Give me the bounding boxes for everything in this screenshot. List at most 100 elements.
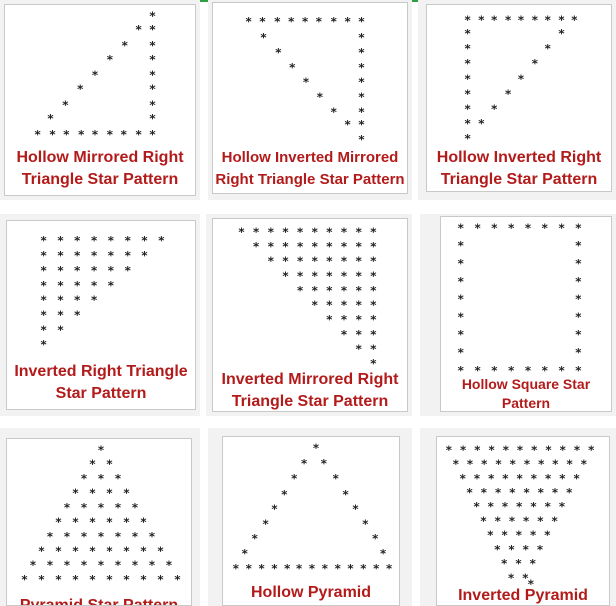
- caption-line: Star Pattern: [55, 385, 147, 402]
- star-glyph: *: [518, 13, 524, 27]
- star-glyph: *: [98, 501, 104, 515]
- star-glyph: *: [157, 544, 163, 558]
- star-glyph: *: [282, 269, 288, 283]
- star-glyph: *: [559, 471, 565, 485]
- star-glyph: *: [505, 13, 511, 27]
- caption-line: Triangle Star Pattern: [440, 171, 598, 188]
- star-glyph: *: [464, 72, 470, 86]
- star-glyph: *: [575, 239, 581, 253]
- star-glyph: *: [326, 239, 332, 253]
- star-glyph: *: [57, 278, 63, 292]
- star-glyph: *: [91, 263, 97, 277]
- star-glyph: *: [502, 500, 508, 514]
- star-glyph: *: [518, 72, 524, 86]
- star-glyph: *: [480, 514, 486, 528]
- star-glyph: *: [246, 561, 252, 575]
- star-glyph: *: [108, 278, 114, 292]
- star-glyph: *: [262, 517, 268, 531]
- star-glyph: *: [77, 82, 83, 96]
- caption-line: Inverted Pyramid: [458, 587, 588, 604]
- star-glyph: *: [317, 90, 323, 104]
- star-glyph: *: [107, 52, 113, 66]
- star-glyph: *: [38, 544, 44, 558]
- star-glyph: *: [132, 558, 138, 572]
- star-glyph: *: [345, 15, 351, 29]
- pattern-card-hollow-pyramid[interactable]: * * * * * * * * * * * * * * * * * * * * * * * * * * * * Hollow Pyra…: [222, 436, 400, 606]
- star-glyph: *: [360, 561, 366, 575]
- star-glyph: *: [149, 68, 155, 82]
- star-glyph: *: [341, 254, 347, 268]
- star-glyph: *: [106, 515, 112, 529]
- star-glyph: *: [115, 558, 121, 572]
- star-glyph: *: [321, 457, 327, 471]
- star-glyph: *: [38, 573, 44, 587]
- star-glyph: *: [149, 128, 155, 142]
- star-glyph: *: [458, 257, 464, 271]
- star-glyph: *: [575, 310, 581, 324]
- star-glyph: *: [313, 441, 319, 455]
- star-glyph: *: [92, 68, 98, 82]
- star-glyph: *: [386, 561, 392, 575]
- pattern-card-hollow-inverted-mirrored-right-triangle[interactable]: * * * * * * * * * * * * * * * * * * * * * * * * Hollow Inverted…: [212, 2, 408, 194]
- star-glyph: *: [302, 15, 308, 29]
- star-glyph: *: [149, 52, 155, 66]
- star-glyph: *: [41, 234, 47, 248]
- star-glyph: *: [149, 112, 155, 126]
- star-glyph: *: [481, 485, 487, 499]
- star-glyph: *: [123, 486, 129, 500]
- star-glyph: *: [274, 15, 280, 29]
- star-glyph: *: [47, 529, 53, 543]
- star-glyph: *: [57, 249, 63, 263]
- star-glyph: *: [464, 41, 470, 55]
- star-glyph: *: [252, 532, 258, 546]
- star-glyph: *: [370, 298, 376, 312]
- star-glyph: *: [537, 514, 543, 528]
- star-glyph: *: [259, 15, 265, 29]
- star-glyph: *: [238, 225, 244, 239]
- star-glyph: *: [140, 544, 146, 558]
- star-glyph: *: [341, 298, 347, 312]
- star-glyph: *: [89, 457, 95, 471]
- star-glyph: *: [446, 443, 452, 457]
- star-glyph: *: [123, 515, 129, 529]
- star-glyph: *: [326, 298, 332, 312]
- star-glyph: *: [312, 254, 318, 268]
- pattern-card-hollow-mirrored-right-triangle[interactable]: * * * * * * * * * * * * * * * * * * * * * * * * Hollow Mirrored…: [4, 4, 196, 196]
- pattern-card-pyramid[interactable]: * * * * * * * * * * * * * * * * * * * * * * * * * * * * * * * * * * * * * * * *…: [6, 438, 192, 606]
- star-glyph: *: [341, 239, 347, 253]
- star-glyph: *: [523, 542, 529, 556]
- caption-line: Hollow Inverted Right: [436, 149, 602, 166]
- star-glyph: *: [271, 561, 277, 575]
- star-glyph: *: [288, 15, 294, 29]
- star-glyph: *: [558, 221, 564, 235]
- star-glyph: *: [532, 13, 538, 27]
- star-glyph: *: [132, 529, 138, 543]
- star-glyph: *: [297, 269, 303, 283]
- pattern-card-inverted-mirrored-right-triangle[interactable]: * * * * * * * * * * * * * * * * * * * * * * * * * * * * * * * * * * * * * * * *…: [212, 218, 408, 412]
- star-glyph: *: [502, 471, 508, 485]
- star-glyph: *: [41, 249, 47, 263]
- star-glyph: *: [108, 263, 114, 277]
- star-glyph: *: [516, 500, 522, 514]
- star-glyph: *: [474, 443, 480, 457]
- star-glyph: *: [301, 457, 307, 471]
- star-glyph: *: [356, 342, 362, 356]
- star-glyph: *: [467, 485, 473, 499]
- star-glyph: *: [63, 128, 69, 142]
- star-glyph: *: [491, 13, 497, 27]
- star-glyph: *: [89, 544, 95, 558]
- star-glyph: *: [121, 128, 127, 142]
- star-glyph: *: [575, 328, 581, 342]
- pattern-card-hollow-inverted-right-triangle[interactable]: * * * * * * * * * * * * * * * * * * * * * * * * Hollow Inverted…: [426, 4, 612, 192]
- star-glyph: *: [474, 471, 480, 485]
- pattern-card-inverted-pyramid[interactable]: * * * * * * * * * * * * * * * * * * * * * * * * * * * * * * * * * * * * * * * *…: [436, 436, 610, 606]
- star-glyph: *: [233, 561, 239, 575]
- pattern-card-hollow-square[interactable]: * * * * * * * * * * * * * * * * * * * * * * * * * * * * * * Hollow Sq…: [440, 216, 612, 412]
- star-glyph: *: [510, 457, 516, 471]
- star-glyph: *: [458, 328, 464, 342]
- star-glyph: *: [246, 15, 252, 29]
- pattern-card-inverted-right-triangle[interactable]: * * * * * * * * * * * * * * * * * * * * * * * * * * * * * * * * * * * * Inv…: [6, 220, 196, 410]
- star-glyph: *: [303, 75, 309, 89]
- star-glyph: *: [356, 269, 362, 283]
- star-glyph: *: [268, 254, 274, 268]
